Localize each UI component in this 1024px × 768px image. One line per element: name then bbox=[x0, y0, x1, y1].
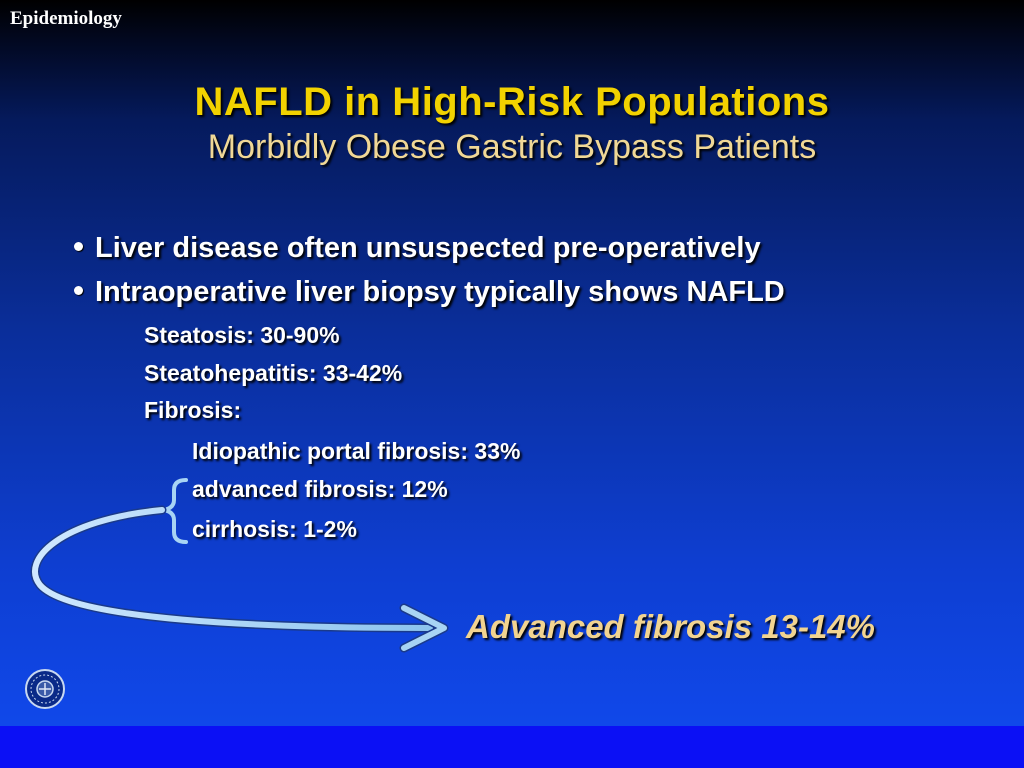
bullet-text: Liver disease often unsuspected pre-oper… bbox=[95, 232, 761, 264]
finding-steatohepatitis: Steatohepatitis: 33-42% bbox=[144, 360, 403, 386]
bullet-dot-icon bbox=[74, 241, 83, 251]
section-label: Epidemiology bbox=[10, 8, 122, 29]
fibrosis-item-portal: Idiopathic portal fibrosis: 33% bbox=[192, 438, 521, 464]
bullet-dot-icon bbox=[74, 285, 83, 295]
left-brace-icon bbox=[163, 478, 188, 544]
bullet-text: Intraoperative liver biopsy typically sh… bbox=[95, 276, 785, 308]
arrow-head-icon bbox=[399, 603, 449, 653]
bottom-bar bbox=[0, 726, 1024, 768]
finding-steatosis: Steatosis: 30-90% bbox=[144, 322, 340, 348]
bullet-item: Intraoperative liver biopsy typically sh… bbox=[74, 276, 785, 309]
bullet-item: Liver disease often unsuspected pre-oper… bbox=[74, 232, 761, 265]
slide-subtitle: Morbidly Obese Gastric Bypass Patients bbox=[207, 128, 817, 166]
seal-logo-icon bbox=[25, 669, 65, 709]
conclusion-text: Advanced fibrosis 13-14% bbox=[466, 608, 875, 645]
finding-fibrosis: Fibrosis: bbox=[144, 397, 242, 423]
slide-title: NAFLD in High-Risk Populations bbox=[194, 80, 830, 124]
fibrosis-item-advanced: advanced fibrosis: 12% bbox=[192, 476, 448, 502]
fibrosis-item-cirrhosis: cirrhosis: 1-2% bbox=[192, 516, 357, 542]
